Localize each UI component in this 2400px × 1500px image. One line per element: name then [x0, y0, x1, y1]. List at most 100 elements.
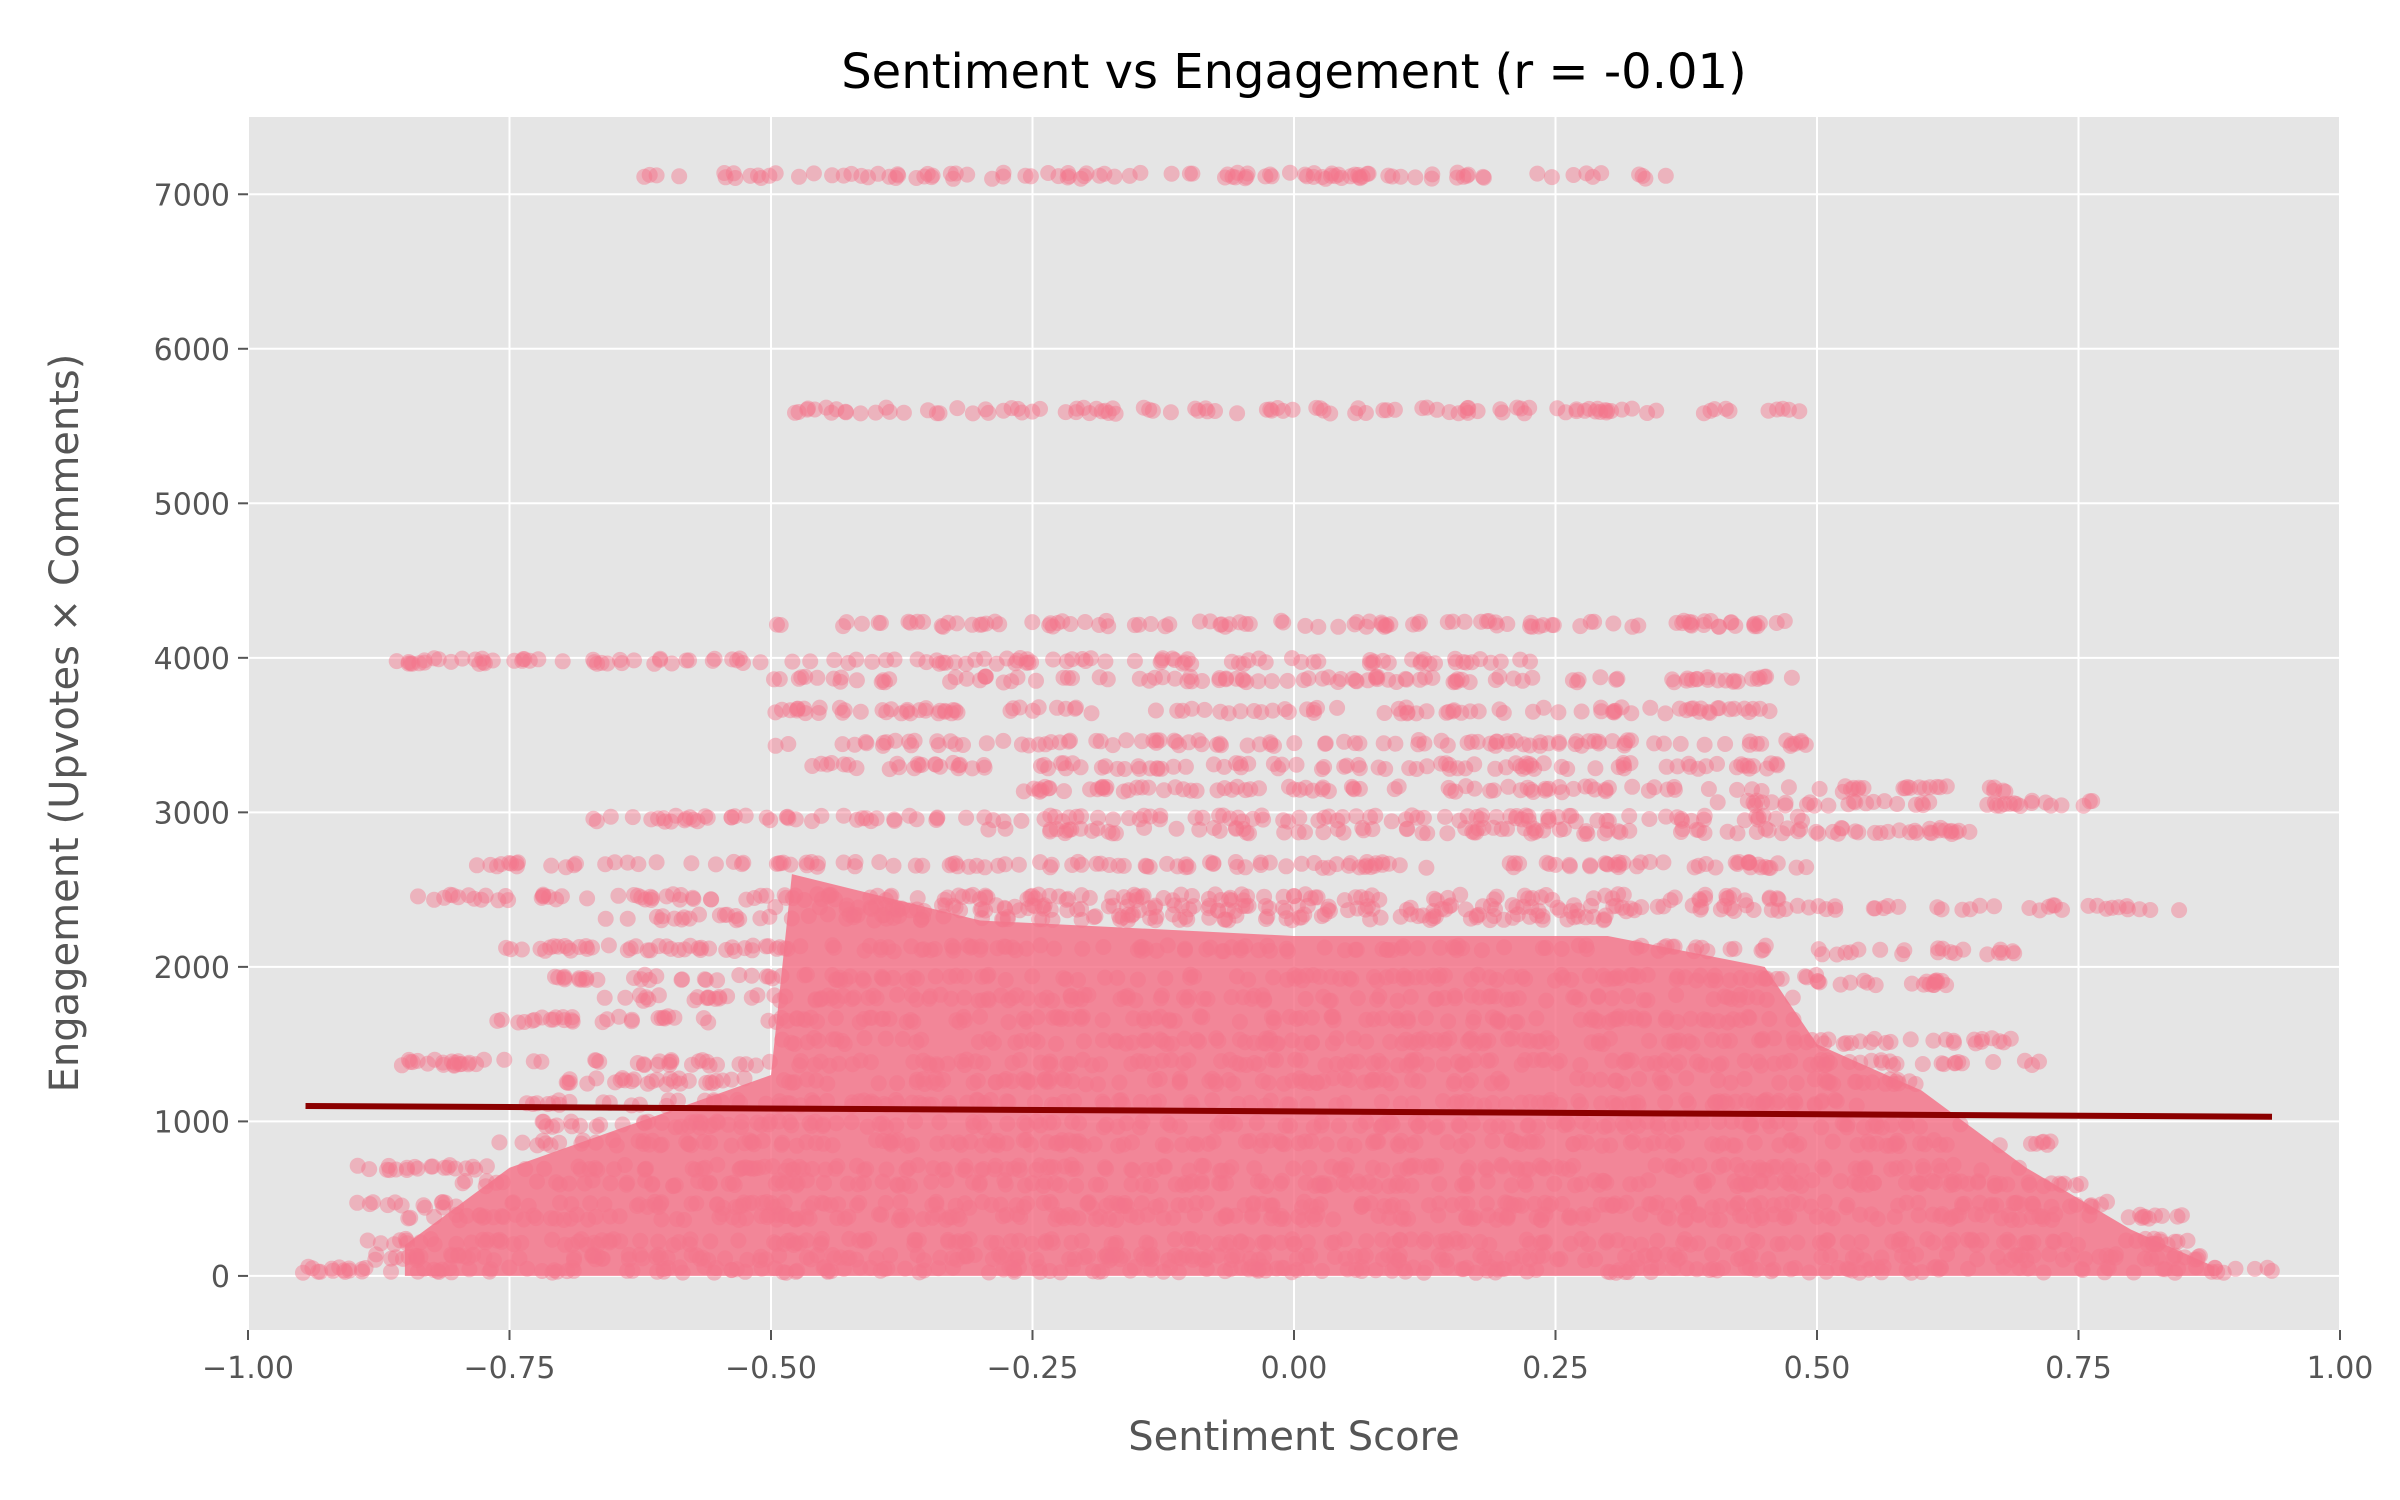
scatter-point: [810, 705, 827, 721]
scatter-point: [1212, 703, 1229, 720]
scatter-point: [1262, 401, 1279, 418]
scatter-point: [773, 1206, 790, 1223]
scatter-point: [754, 1132, 771, 1149]
scatter-point: [1682, 616, 1699, 633]
scatter-point: [860, 169, 877, 186]
scatter-point: [1205, 1133, 1222, 1150]
scatter-point: [2011, 1159, 2027, 1176]
scatter-point: [426, 1209, 443, 1225]
scatter-point: [1391, 857, 1408, 874]
scatter-point: [1174, 655, 1191, 672]
scatter-point: [776, 940, 793, 957]
scatter-point: [1352, 1117, 1369, 1134]
scatter-point: [1055, 970, 1072, 987]
scatter-point: [1387, 735, 1404, 752]
scatter-point: [1053, 1136, 1070, 1153]
scatter-point: [1042, 1070, 1059, 1087]
scatter-point: [1246, 703, 1263, 719]
scatter-point: [980, 821, 997, 838]
scatter-point: [1403, 1231, 1420, 1248]
scatter-point: [1087, 908, 1104, 925]
scatter-point: [548, 891, 565, 908]
scatter-point: [1614, 401, 1630, 418]
scatter-point: [1847, 794, 1864, 811]
scatter-point: [1265, 969, 1282, 986]
scatter-point: [819, 906, 836, 923]
scatter-point: [2135, 1208, 2152, 1225]
scatter-point: [1228, 907, 1245, 924]
scatter-point: [735, 1194, 752, 1211]
scatter-point: [626, 970, 642, 986]
scatter-point: [1050, 888, 1067, 905]
scatter-point: [681, 910, 698, 927]
scatter-point: [402, 1209, 419, 1226]
scatter-point: [1568, 403, 1585, 420]
scatter-point: [1753, 735, 1770, 752]
scatter-point: [891, 759, 908, 776]
scatter-point: [1691, 703, 1708, 720]
scatter-point: [995, 911, 1012, 928]
x-tick-label: 0.25: [1522, 1351, 1589, 1386]
y-tick-label: 6000: [154, 333, 230, 368]
scatter-point: [1198, 1261, 1215, 1277]
scatter-point: [931, 655, 948, 672]
scatter-point: [422, 1231, 439, 1248]
scatter-point: [637, 891, 654, 908]
scatter-point: [1560, 1161, 1577, 1178]
scatter-point: [1351, 169, 1368, 186]
scatter-point: [1123, 1176, 1140, 1193]
scatter-point: [1475, 1035, 1492, 1052]
scatter-point: [1725, 1011, 1742, 1028]
scatter-point: [995, 402, 1012, 419]
scatter-point: [811, 699, 828, 716]
scatter-point: [887, 170, 904, 186]
scatter-point: [1932, 1208, 1949, 1224]
scatter-point: [1062, 732, 1078, 749]
scatter-point: [881, 403, 898, 420]
scatter-point: [1418, 1056, 1435, 1073]
scatter-point: [1459, 734, 1476, 751]
scatter-point: [543, 1210, 559, 1227]
scatter-point: [586, 654, 603, 671]
scatter-point: [1865, 793, 1882, 810]
scatter-point: [1386, 781, 1403, 798]
scatter-point: [1736, 700, 1753, 717]
scatter-point: [1465, 1014, 1482, 1030]
scatter-point: [1229, 778, 1246, 795]
scatter-point: [1447, 673, 1464, 689]
scatter-points: [295, 164, 2280, 1281]
scatter-point: [1310, 618, 1327, 635]
scatter-point: [1578, 941, 1595, 958]
scatter-point: [1324, 1035, 1341, 1052]
scatter-point: [1616, 1054, 1632, 1071]
scatter-point: [1487, 737, 1504, 754]
scatter-point: [1600, 1014, 1617, 1031]
scatter-point: [1209, 1247, 1226, 1264]
scatter-point: [1421, 1157, 1438, 1174]
scatter-point: [1487, 1264, 1504, 1281]
scatter-point: [1840, 796, 1857, 813]
scatter-point: [1049, 699, 1065, 716]
scatter-point: [1438, 755, 1454, 772]
scatter-point: [1010, 400, 1026, 417]
scatter-point: [1327, 168, 1344, 185]
scatter-point: [1760, 822, 1777, 839]
scatter-point: [1088, 732, 1105, 749]
scatter-point: [1865, 1174, 1882, 1191]
scatter-point: [882, 1247, 899, 1264]
scatter-point: [889, 755, 906, 772]
scatter-point: [1037, 736, 1054, 753]
scatter-point: [1399, 970, 1416, 987]
scatter-point: [1153, 760, 1170, 777]
scatter-point: [1535, 699, 1552, 716]
scatter-point: [1146, 1162, 1163, 1179]
scatter-point: [790, 404, 807, 420]
scatter-point: [905, 1054, 922, 1070]
scatter-point: [997, 972, 1014, 988]
scatter-point: [930, 1260, 947, 1277]
scatter-point: [1227, 1116, 1244, 1133]
scatter-point: [1411, 671, 1428, 688]
scatter-point: [1818, 1056, 1835, 1073]
scatter-point: [1487, 760, 1504, 777]
scatter-point: [1320, 859, 1337, 876]
